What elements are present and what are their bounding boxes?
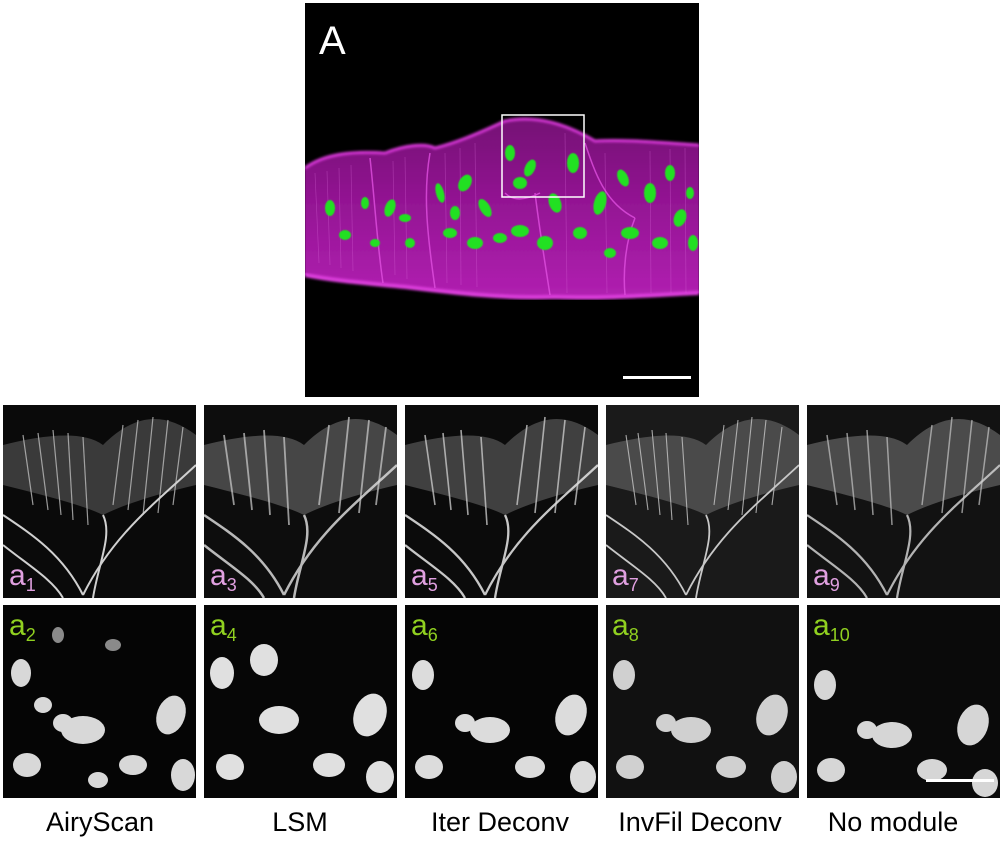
roi-box xyxy=(501,114,585,198)
tile-label-a2: a2 xyxy=(9,609,36,645)
tile-membrane-lsm: a3 xyxy=(204,405,397,598)
membrane-image xyxy=(3,405,196,598)
scale-bar-main xyxy=(623,376,691,379)
panel-label-a: A xyxy=(319,19,346,63)
membrane-image xyxy=(606,405,799,598)
tile-organelle-iter-deconv: a6 xyxy=(405,605,598,798)
organelle-image xyxy=(204,605,397,798)
tile-label-a9: a9 xyxy=(813,559,840,595)
tile-membrane-invfil-deconv: a7 xyxy=(606,405,799,598)
tile-label-a10: a10 xyxy=(813,609,850,645)
tile-organelle-lsm: a4 xyxy=(204,605,397,798)
organelle-image xyxy=(807,605,1000,798)
organelle-image xyxy=(405,605,598,798)
tile-membrane-no-module: a9 xyxy=(807,405,1000,598)
tile-membrane-iter-deconv: a5 xyxy=(405,405,598,598)
method-label-no-module: No module xyxy=(827,807,959,837)
tile-membrane-airyscan: a1 xyxy=(3,405,196,598)
tile-label-a6: a6 xyxy=(411,609,438,645)
membrane-image xyxy=(204,405,397,598)
method-label-invfil-deconv: InvFil Deconv xyxy=(618,807,782,837)
membrane-image xyxy=(405,405,598,598)
tile-label-a1: a1 xyxy=(9,559,36,595)
membrane-image xyxy=(807,405,1000,598)
tissue-overview-image xyxy=(305,114,699,300)
tile-label-a3: a3 xyxy=(210,559,237,595)
tile-organelle-invfil-deconv: a8 xyxy=(606,605,799,798)
organelle-image xyxy=(606,605,799,798)
method-label-lsm: LSM xyxy=(272,807,328,837)
main-micrograph-panel: A xyxy=(305,3,699,397)
scale-bar-small xyxy=(926,779,994,782)
tile-organelle-no-module: a10 xyxy=(807,605,1000,798)
tile-label-a7: a7 xyxy=(612,559,639,595)
method-label-iter-deconv: Iter Deconv xyxy=(430,807,570,837)
organelle-image xyxy=(3,605,196,798)
tile-label-a4: a4 xyxy=(210,609,237,645)
tile-label-a8: a8 xyxy=(612,609,639,645)
tile-organelle-airyscan: a2 xyxy=(3,605,196,798)
method-label-airyscan: AiryScan xyxy=(45,807,155,837)
tile-label-a5: a5 xyxy=(411,559,438,595)
